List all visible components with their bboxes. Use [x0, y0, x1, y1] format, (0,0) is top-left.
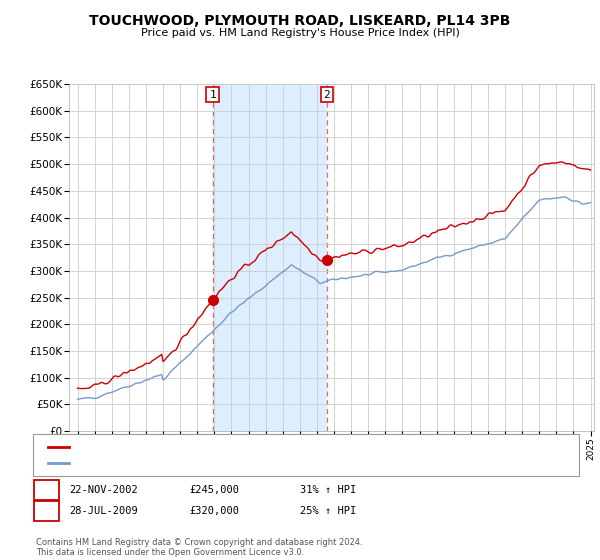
Text: £320,000: £320,000 [189, 506, 239, 516]
Text: 22-NOV-2002: 22-NOV-2002 [69, 485, 138, 495]
Text: 28-JUL-2009: 28-JUL-2009 [69, 506, 138, 516]
Text: 1: 1 [43, 485, 50, 495]
Text: 1: 1 [209, 90, 216, 100]
Text: TOUCHWOOD, PLYMOUTH ROAD, LISKEARD, PL14 3PB: TOUCHWOOD, PLYMOUTH ROAD, LISKEARD, PL14… [89, 14, 511, 28]
Text: £245,000: £245,000 [189, 485, 239, 495]
Text: 31% ↑ HPI: 31% ↑ HPI [300, 485, 356, 495]
Text: 2: 2 [323, 90, 330, 100]
Text: 2: 2 [43, 506, 50, 516]
Text: TOUCHWOOD, PLYMOUTH ROAD, LISKEARD, PL14 3PB (detached house): TOUCHWOOD, PLYMOUTH ROAD, LISKEARD, PL14… [72, 442, 400, 451]
Text: 25% ↑ HPI: 25% ↑ HPI [300, 506, 356, 516]
Text: Price paid vs. HM Land Registry's House Price Index (HPI): Price paid vs. HM Land Registry's House … [140, 28, 460, 38]
Text: HPI: Average price, detached house, Cornwall: HPI: Average price, detached house, Corn… [72, 459, 308, 468]
Text: Contains HM Land Registry data © Crown copyright and database right 2024.
This d: Contains HM Land Registry data © Crown c… [36, 538, 362, 557]
